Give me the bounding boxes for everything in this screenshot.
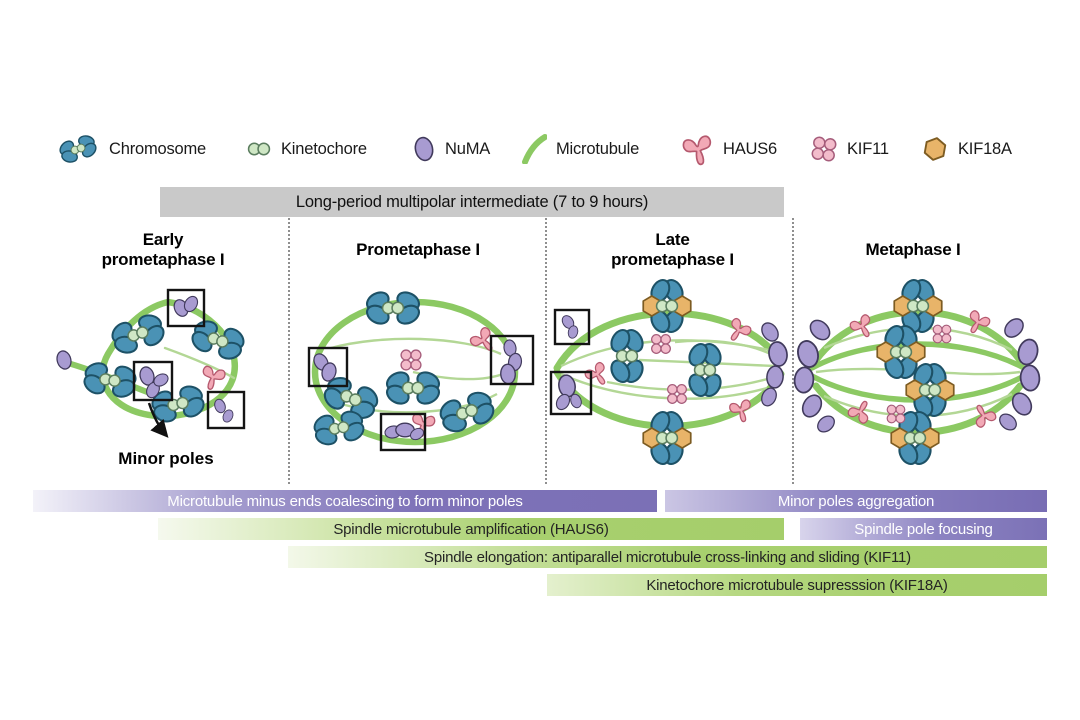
late-prometaphase-illustration xyxy=(549,270,790,478)
legend-label: KIF11 xyxy=(847,139,889,158)
column-divider xyxy=(288,218,290,484)
legend-item-kif18a: KIF18A xyxy=(921,129,1012,169)
early-prometaphase-illustration xyxy=(54,288,285,438)
timeline-bar-spindle-elongation: Spindle elongation: antiparallel microtu… xyxy=(288,546,1047,568)
timeline-bar-minor-poles-aggregation: Minor poles aggregation xyxy=(665,490,1047,512)
microtubule-path xyxy=(163,346,236,380)
phase-title-line: Late xyxy=(655,230,690,249)
legend-item-kif11: KIF11 xyxy=(810,129,889,169)
kif11-icon xyxy=(667,384,687,404)
numa-pole-cluster xyxy=(757,319,790,409)
chromosome-with-kif18a xyxy=(643,277,691,335)
legend-item-haus6: HAUS6 xyxy=(682,129,777,169)
chromosome xyxy=(608,327,646,385)
phase-title-line: prometaphase I xyxy=(611,250,734,270)
legend-label: Kinetochore xyxy=(281,139,367,158)
chromosome-with-kif18a xyxy=(643,409,691,467)
prometaphase-illustration xyxy=(307,276,535,452)
microtubule-path xyxy=(812,308,1024,364)
chromosome xyxy=(364,289,422,327)
chromosome xyxy=(686,341,724,399)
microtubule-icon xyxy=(522,134,547,164)
kif11-icon xyxy=(400,349,422,371)
chromosome xyxy=(384,369,442,407)
kif18a-icon xyxy=(922,136,948,162)
phase-title-prometaphase: Prometaphase I xyxy=(330,240,506,260)
legend-label: NuMA xyxy=(445,139,491,158)
numa-icon xyxy=(412,135,436,163)
timeline-bar-kinetochore-suppression: Kinetochore microtubule supresssion (KIF… xyxy=(547,574,1047,596)
legend-item-microtubule: Microtubule xyxy=(521,129,639,169)
haus6-icon xyxy=(728,398,755,425)
minor-pole-box xyxy=(132,360,174,402)
minor-poles-arrow xyxy=(147,402,169,438)
timeline-bar-minus-ends: Microtubule minus ends coalescing to for… xyxy=(33,490,657,512)
legend-label: Microtubule xyxy=(556,139,640,158)
kif11-icon xyxy=(932,324,952,344)
legend-label: HAUS6 xyxy=(723,139,778,158)
minor-pole-box xyxy=(166,288,206,328)
minor-poles-label: Minor poles xyxy=(118,449,214,468)
column-divider xyxy=(545,218,547,484)
legend-label: KIF18A xyxy=(958,139,1012,158)
minor-pole-box xyxy=(553,308,591,346)
timeline-bar-spindle-amplification: Spindle microtubule amplification (HAUS6… xyxy=(158,518,784,540)
minor-pole-box xyxy=(206,390,246,430)
phase-title-line: Early xyxy=(142,230,184,249)
haus6-icon xyxy=(198,364,227,393)
phase-title-line: prometaphase I xyxy=(101,250,225,270)
phase-title-line: Prometaphase I xyxy=(356,240,480,259)
period-header-bar: Long-period multipolar intermediate (7 t… xyxy=(160,187,784,217)
metaphase-illustration xyxy=(792,266,1042,480)
phase-title-late-prometaphase: Late prometaphase I xyxy=(585,230,760,270)
phase-title-early-prometaphase: Early prometaphase I xyxy=(88,230,238,270)
microtubule-path xyxy=(560,372,768,400)
chromosome-icon xyxy=(56,130,100,168)
minor-pole-box xyxy=(549,370,593,416)
minor-pole-box xyxy=(307,346,349,388)
phase-title-metaphase: Metaphase I xyxy=(838,240,988,260)
timeline-bar-spindle-pole-focusing: Spindle pole focusing xyxy=(800,518,1047,540)
minor-pole-box xyxy=(489,334,535,386)
legend-item-chromosome: Chromosome xyxy=(56,129,206,169)
column-divider xyxy=(792,218,794,484)
microtubule-path xyxy=(330,337,502,356)
kif11-icon xyxy=(810,135,838,163)
minor-pole-box xyxy=(379,412,427,452)
kinetochore-icon xyxy=(247,142,271,156)
phase-title-line: Metaphase I xyxy=(865,240,961,259)
legend-item-numa: NuMA xyxy=(412,129,490,169)
haus6-icon xyxy=(682,134,714,166)
legend-label: Chromosome xyxy=(109,139,207,158)
legend-item-kinetochore: Kinetochore xyxy=(246,129,367,169)
numa-blob xyxy=(54,348,74,372)
kif11-icon xyxy=(651,334,671,354)
